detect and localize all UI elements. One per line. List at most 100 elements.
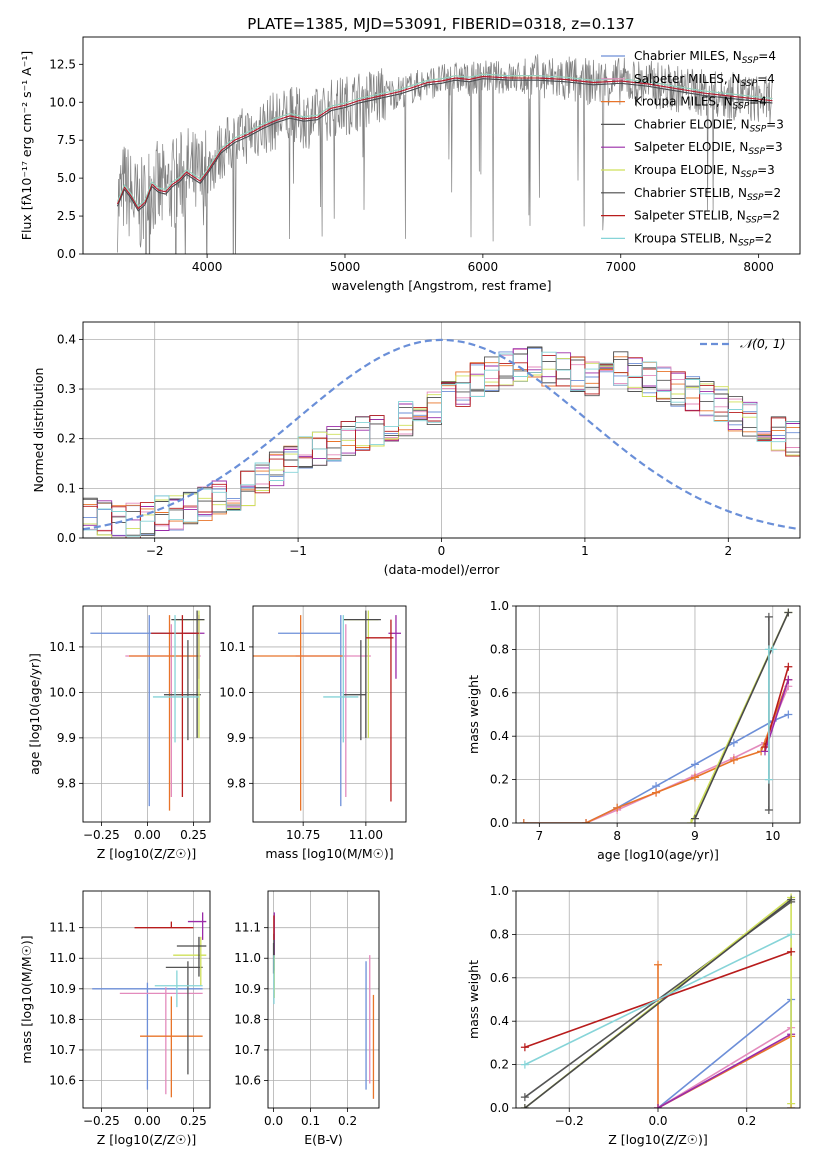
x-axis-label: Z [log10(Z/Z☉)] xyxy=(97,1132,197,1147)
panel-spectrum: 4000 5000 6000 7000 8000 0.0 2.5 5.0 7.5 10.0 12.5… xyxy=(19,36,801,293)
y-tick-label: 0.6 xyxy=(490,971,509,985)
weight-marker xyxy=(520,1104,529,1108)
weight-marker xyxy=(764,612,773,621)
plot-area xyxy=(272,912,375,1099)
histogram-series xyxy=(83,356,800,538)
weight-marker xyxy=(787,947,796,956)
weight-marker xyxy=(519,819,528,823)
plot-area xyxy=(92,912,207,1098)
figure-title: PLATE=1385, MJD=53091, FIBERID=0318, z=0… xyxy=(247,15,634,33)
legend-label: Kroupa MILES, NSSP=4 xyxy=(634,95,767,112)
x-tick-label: 0.0 xyxy=(264,1114,283,1128)
legend-label: Kroupa STELIB, NSSP=2 xyxy=(634,231,772,248)
weight-marker xyxy=(784,675,793,684)
y-tick-label: 5.0 xyxy=(57,171,76,185)
x-tick-label: 6000 xyxy=(468,260,499,274)
histogram-series xyxy=(83,351,800,537)
y-tick-label: 10.6 xyxy=(234,1073,261,1087)
x-tick-label: 0.25 xyxy=(180,1114,207,1128)
histogram-series xyxy=(83,348,800,537)
weight-marker xyxy=(654,960,662,969)
axes-frame xyxy=(515,605,801,824)
axes-frame xyxy=(82,890,211,1109)
panel-mass_vs_EBV: 0.0 0.1 0.2 10.6 10.7 10.8 10.9 11.0 11.1 E(B-V) xyxy=(234,890,380,1147)
weight-marker xyxy=(654,1104,662,1108)
plot-area xyxy=(117,54,773,254)
y-tick-label: 10.0 xyxy=(49,95,76,109)
plot-area xyxy=(90,610,205,811)
legend-label: Chabrier MILES, NSSP=4 xyxy=(634,49,776,66)
y-tick-label: 10.1 xyxy=(219,640,246,654)
plot-area xyxy=(83,338,800,538)
y-tick-label: 10.0 xyxy=(219,685,246,699)
weight-marker xyxy=(520,1093,529,1102)
y-axis-label: Normed distribution xyxy=(31,368,46,493)
x-tick-label: 0.0 xyxy=(648,1114,667,1128)
weight-marker xyxy=(729,756,738,765)
x-axis-label: mass [log10(M/M☉)] xyxy=(265,846,393,861)
weight-line xyxy=(657,1027,792,1108)
y-tick-label: 9.8 xyxy=(227,776,246,790)
y-tick-label: 0.1 xyxy=(57,481,76,495)
y-tick-label: 0.0 xyxy=(490,816,509,830)
x-tick-label: 0 xyxy=(438,544,446,558)
legend-label: Kroupa ELODIE, NSSP=3 xyxy=(634,163,775,180)
weight-marker xyxy=(787,930,796,939)
y-tick-label: 9.9 xyxy=(227,731,246,745)
model-line xyxy=(117,78,773,212)
x-tick-label: 0.1 xyxy=(301,1114,320,1128)
panel-age_vs_Z: −0.25 0.00 0.25 9.8 9.9 10.0 10.1 Z [log10(Z/Z☉… xyxy=(27,605,211,861)
gaussian-curve xyxy=(83,338,800,531)
weight-marker xyxy=(582,819,591,823)
y-tick-label: 0.2 xyxy=(490,773,509,787)
y-tick-label: 1.0 xyxy=(490,884,509,898)
axes-frame xyxy=(82,605,211,823)
x-axis-label: E(B-V) xyxy=(304,1132,343,1147)
x-tick-label: −0.25 xyxy=(83,828,120,842)
weight-line xyxy=(523,713,789,823)
weight-line xyxy=(657,997,792,1108)
weight-marker xyxy=(787,895,796,904)
y-tick-label: 12.5 xyxy=(49,57,76,71)
y-tick-label: 0.0 xyxy=(57,531,76,545)
y-tick-label: 10.7 xyxy=(234,1043,261,1057)
y-tick-label: 9.8 xyxy=(57,776,76,790)
y-tick-label: 0.2 xyxy=(57,432,76,446)
weight-marker xyxy=(784,608,793,617)
y-tick-label: 0.4 xyxy=(490,729,509,743)
y-tick-label: 11.1 xyxy=(49,921,76,935)
axes-frame xyxy=(82,36,801,255)
weight-marker xyxy=(784,710,793,719)
x-tick-label: 1 xyxy=(581,544,589,558)
axes-frame xyxy=(252,605,407,823)
legend-label: Salpeter MILES, NSSP=4 xyxy=(634,72,775,89)
y-tick-label: 10.0 xyxy=(49,685,76,699)
weight-line xyxy=(523,679,790,823)
x-tick-label: 4000 xyxy=(192,260,223,274)
plot-area xyxy=(520,893,796,1108)
x-axis-label: Z [log10(Z/Z☉)] xyxy=(97,846,197,861)
weight-marker xyxy=(690,814,699,823)
y-tick-label: 9.9 xyxy=(57,731,76,745)
panel-mass_vs_Z: −0.25 0.00 0.25 10.6 10.7 10.8 10.9 11.0 11.1 Z [… xyxy=(19,890,211,1147)
x-axis-label: wavelength [Angstrom, rest frame] xyxy=(331,278,551,293)
weight-line xyxy=(524,899,792,1108)
y-tick-label: 10.8 xyxy=(234,1012,261,1026)
x-tick-label: 7000 xyxy=(605,260,636,274)
y-tick-label: 7.5 xyxy=(57,133,76,147)
panel-weight_vs_Z: −0.2 0.0 0.2 0.0 0.2 0.4 0.6 0.8 1.0 Z [log10(Z/Z… xyxy=(466,884,801,1147)
x-axis-label: Z [log10(Z/Z☉)] xyxy=(608,1132,708,1147)
weight-marker xyxy=(613,803,622,812)
x-tick-label: −1 xyxy=(289,544,307,558)
y-tick-label: 0.0 xyxy=(57,247,76,261)
histogram-series xyxy=(83,355,800,538)
y-tick-label: 0.6 xyxy=(490,686,509,700)
x-tick-label: 8 xyxy=(613,829,621,843)
weight-marker xyxy=(652,788,661,797)
x-tick-label: 7 xyxy=(536,829,544,843)
legend-label: Chabrier STELIB, NSSP=2 xyxy=(634,186,781,203)
x-tick-label: 5000 xyxy=(330,260,361,274)
x-tick-label: 0.25 xyxy=(180,828,207,842)
y-tick-label: 0.0 xyxy=(490,1101,509,1115)
weight-marker xyxy=(764,805,773,814)
